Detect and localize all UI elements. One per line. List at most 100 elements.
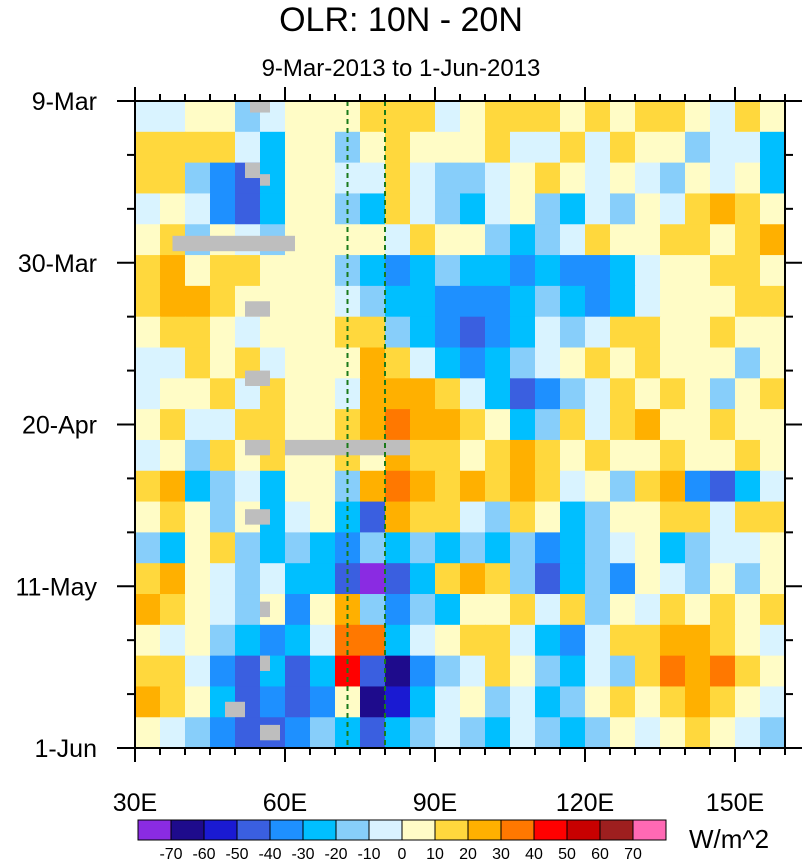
heatmap-cell (785, 471, 802, 502)
colorbar-box (566, 819, 601, 841)
heatmap-cell (310, 624, 336, 657)
heatmap-cell (160, 193, 186, 225)
heatmap-cell (710, 101, 736, 133)
heatmap-cell (560, 224, 586, 256)
heatmap-cell (610, 131, 636, 164)
heatmap-cell (185, 285, 211, 318)
heatmap-cell (785, 717, 802, 748)
heatmap-cell (610, 378, 636, 410)
heatmap-cell (435, 409, 461, 441)
heatmap-cell (385, 162, 411, 195)
heatmap-cell (435, 347, 461, 379)
heatmap-cell (435, 131, 461, 164)
heatmap-cell (660, 347, 686, 379)
heatmap-cell (385, 563, 411, 595)
heatmap-cell (585, 224, 611, 256)
heatmap-cell (510, 162, 536, 195)
heatmap-cell (610, 101, 636, 133)
heatmap-cell (235, 255, 261, 287)
heatmap-cell (135, 101, 161, 133)
heatmap-cell (235, 470, 261, 503)
heatmap-cell (235, 563, 261, 595)
heatmap-cell (210, 501, 236, 533)
heatmap-cell (785, 656, 802, 687)
heatmap-cell (385, 101, 411, 133)
heatmap-cell (210, 131, 236, 164)
heatmap-cell (385, 501, 411, 533)
missing-data-block (245, 439, 270, 456)
heatmap-cell (185, 347, 211, 379)
heatmap-cell (135, 409, 161, 441)
heatmap-cell (235, 655, 261, 688)
heatmap-cell (410, 439, 436, 472)
heatmap-cell (185, 378, 211, 410)
heatmap-cell (735, 501, 761, 533)
heatmap-cell (785, 440, 802, 471)
x-tick-label: 60E (263, 789, 307, 817)
heatmap-cell (135, 655, 161, 688)
heatmap-cell (560, 378, 586, 410)
heatmap-cell (185, 532, 211, 564)
heatmap-cell (510, 501, 536, 533)
missing-data-block (245, 370, 270, 386)
heatmap-cell (285, 347, 311, 379)
heatmap-cell (710, 131, 736, 164)
heatmap-cell (510, 594, 536, 626)
heatmap-cell (610, 501, 636, 533)
heatmap-cell (635, 131, 661, 164)
heatmap-cell (185, 101, 211, 133)
colorbar-box (335, 819, 370, 841)
heatmap-cell (535, 470, 561, 503)
heatmap-cell (410, 162, 436, 195)
heatmap-cell (660, 316, 686, 349)
heatmap-cell (585, 717, 611, 748)
heatmap-cell (710, 224, 736, 256)
colorbar-box (269, 819, 304, 841)
heatmap-cell (235, 624, 261, 657)
colorbar-box (401, 819, 436, 841)
heatmap-cell (185, 624, 211, 657)
heatmap-cell (185, 316, 211, 349)
heatmap-cell (185, 255, 211, 287)
heatmap-cell (585, 347, 611, 379)
heatmap-cell (560, 131, 586, 164)
heatmap-cell (535, 131, 561, 164)
heatmap-cell (735, 378, 761, 410)
heatmap-cell (560, 439, 586, 472)
heatmap-cell (410, 717, 436, 748)
y-tick-label: 9-Mar (32, 88, 97, 116)
heatmap-cell (210, 255, 236, 287)
heatmap-cell (410, 131, 436, 164)
heatmap-cell (460, 162, 486, 195)
heatmap-cell (410, 316, 436, 349)
heatmap-cell (760, 285, 785, 318)
heatmap-cell (785, 594, 802, 625)
heatmap-cell (585, 563, 611, 595)
heatmap-cell (360, 624, 386, 657)
heatmap-cell (310, 285, 336, 318)
heatmap-cell (685, 101, 711, 133)
heatmap-cell (210, 470, 236, 503)
heatmap-cell (460, 347, 486, 379)
heatmap-cell (310, 224, 336, 256)
heatmap-cell (385, 378, 411, 410)
heatmap-cell (685, 162, 711, 195)
heatmap-cell (410, 285, 436, 318)
heatmap-cell (285, 316, 311, 349)
heatmap-cell (710, 347, 736, 379)
heatmap-cell (635, 162, 661, 195)
heatmap-cell (710, 686, 736, 718)
heatmap-cell (210, 347, 236, 379)
heatmap-cell (610, 563, 636, 595)
missing-data-block (250, 101, 270, 113)
heatmap-cell (310, 532, 336, 564)
heatmap-cell (535, 409, 561, 441)
heatmap-cell (785, 563, 802, 594)
heatmap-cell (660, 255, 686, 287)
heatmap-cell (410, 532, 436, 564)
heatmap-cell (610, 193, 636, 225)
heatmap-cell (460, 624, 486, 657)
heatmap-cell (535, 439, 561, 472)
heatmap-cell (135, 378, 161, 410)
heatmap-cell (635, 409, 661, 441)
